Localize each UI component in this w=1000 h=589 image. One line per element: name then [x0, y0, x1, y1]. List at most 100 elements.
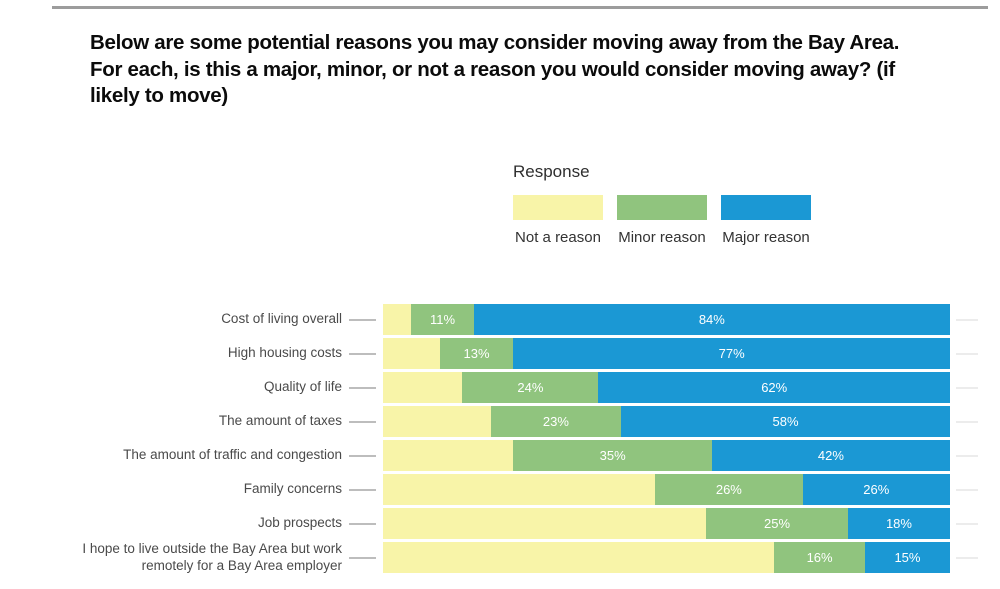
legend-item-minor-reason: Minor reason [617, 195, 707, 246]
segment-major-reason: 58% [621, 406, 950, 437]
category-label-text: Quality of life [263, 379, 342, 395]
minor-reason-value-label: 13% [463, 346, 490, 361]
chart-row: The amount of traffic and congestion 35%… [0, 440, 1000, 471]
gridline-stub [956, 454, 978, 457]
segment-major-reason: 26% [802, 474, 950, 505]
bar-track: 23% 58% [383, 406, 950, 437]
major-reason-value-label: 58% [772, 414, 799, 429]
legend-item-not-a-reason: Not a reason [513, 195, 603, 246]
minor-reason-value-label: 25% [764, 516, 791, 531]
segment-not-a-reason [383, 474, 656, 505]
segment-major-reason: 42% [711, 440, 950, 471]
chart-row: Job prospects 25% 18% [0, 508, 1000, 539]
chart-title-line-3: likely to move) [90, 84, 228, 108]
bar-track: 24% 62% [383, 372, 950, 403]
category-label: Cost of living overall [0, 311, 342, 328]
segment-minor-reason: 16% [774, 542, 865, 573]
chart-row: Cost of living overall 11% 84% [0, 304, 1000, 335]
bar-track: 25% 18% [383, 508, 950, 539]
category-label: High housing costs [0, 345, 342, 362]
gridline-stub [956, 352, 978, 355]
category-label-text: I hope to live outside the Bay Area but … [82, 540, 342, 573]
major-reason-value-label: 42% [817, 448, 844, 463]
gridline-stub [956, 420, 978, 423]
minor-reason-label: Minor reason [618, 229, 706, 246]
segment-not-a-reason [383, 372, 463, 403]
segment-minor-reason: 26% [655, 474, 803, 505]
chart-rows: Cost of living overall 11% 84% High hous… [0, 304, 1000, 573]
category-label: Job prospects [0, 515, 342, 532]
major-reason-value-label: 26% [863, 482, 890, 497]
category-label: Family concerns [0, 481, 342, 498]
gridline-stub [956, 522, 978, 525]
leader-line [349, 488, 376, 491]
category-label-text: The amount of taxes [218, 413, 342, 429]
legend-title: Response [513, 162, 590, 181]
segment-major-reason: 77% [513, 338, 950, 369]
category-label: The amount of traffic and congestion [0, 447, 342, 464]
segment-not-a-reason [383, 508, 707, 539]
minor-reason-value-label: 23% [542, 414, 569, 429]
chart-row: Family concerns 26% 26% [0, 474, 1000, 505]
legend: Response Not a reason Minor reason Major… [513, 162, 811, 246]
bar-track: 11% 84% [383, 304, 950, 335]
gridline-stub [956, 318, 978, 321]
leader-line [349, 386, 376, 389]
not-a-reason-label: Not a reason [515, 229, 601, 246]
category-label: The amount of taxes [0, 413, 342, 430]
chart-row: High housing costs 13% 77% [0, 338, 1000, 369]
legend-item-major-reason: Major reason [721, 195, 811, 246]
segment-major-reason: 62% [598, 372, 950, 403]
minor-reason-swatch [617, 195, 707, 220]
category-label-text: High housing costs [227, 345, 342, 361]
segment-major-reason: 18% [847, 508, 950, 539]
segment-minor-reason: 25% [706, 508, 848, 539]
bar-track: 35% 42% [383, 440, 950, 471]
chart-title: Below are some potential reasons you may… [90, 30, 985, 110]
segment-minor-reason: 11% [411, 304, 474, 335]
chart-row: I hope to live outside the Bay Area but … [0, 540, 1000, 573]
segment-minor-reason: 35% [513, 440, 712, 471]
bar-track: 26% 26% [383, 474, 950, 505]
leader-line [349, 454, 376, 457]
segment-major-reason: 84% [473, 304, 950, 335]
segment-not-a-reason [383, 304, 412, 335]
chart-title-line-2: For each, is this a major, minor, or not… [90, 57, 895, 81]
category-label-text: Cost of living overall [221, 311, 342, 327]
top-divider [52, 6, 988, 9]
gridline-stub [956, 386, 978, 389]
major-reason-swatch [721, 195, 811, 220]
chart-row: The amount of taxes 23% 58% [0, 406, 1000, 437]
segment-minor-reason: 13% [439, 338, 514, 369]
segment-minor-reason: 24% [462, 372, 599, 403]
minor-reason-value-label: 26% [715, 482, 742, 497]
segment-not-a-reason [383, 440, 514, 471]
category-label: Quality of life [0, 379, 342, 396]
segment-not-a-reason [383, 406, 491, 437]
category-label-text: Job prospects [257, 515, 342, 531]
segment-minor-reason: 23% [490, 406, 622, 437]
major-reason-value-label: 84% [698, 312, 725, 327]
leader-line [349, 522, 376, 525]
segment-not-a-reason [383, 338, 440, 369]
minor-reason-value-label: 35% [599, 448, 626, 463]
major-reason-label: Major reason [722, 229, 810, 246]
major-reason-value-label: 62% [761, 380, 788, 395]
leader-line [349, 318, 376, 321]
segment-major-reason: 15% [864, 542, 950, 573]
minor-reason-value-label: 11% [429, 312, 456, 327]
stacked-bar-chart: Cost of living overall 11% 84% High hous… [0, 304, 1000, 576]
minor-reason-value-label: 24% [517, 380, 544, 395]
bar-track: 13% 77% [383, 338, 950, 369]
gridline-stub [956, 556, 978, 559]
segment-not-a-reason [383, 542, 775, 573]
major-reason-value-label: 77% [718, 346, 745, 361]
not-a-reason-swatch [513, 195, 603, 220]
gridline-stub [956, 488, 978, 491]
major-reason-value-label: 18% [885, 516, 912, 531]
bar-track: 16% 15% [383, 542, 950, 573]
leader-line [349, 420, 376, 423]
leader-line [349, 556, 376, 559]
category-label-text: Family concerns [243, 481, 342, 497]
chart-title-line-1: Below are some potential reasons you may… [90, 31, 900, 54]
